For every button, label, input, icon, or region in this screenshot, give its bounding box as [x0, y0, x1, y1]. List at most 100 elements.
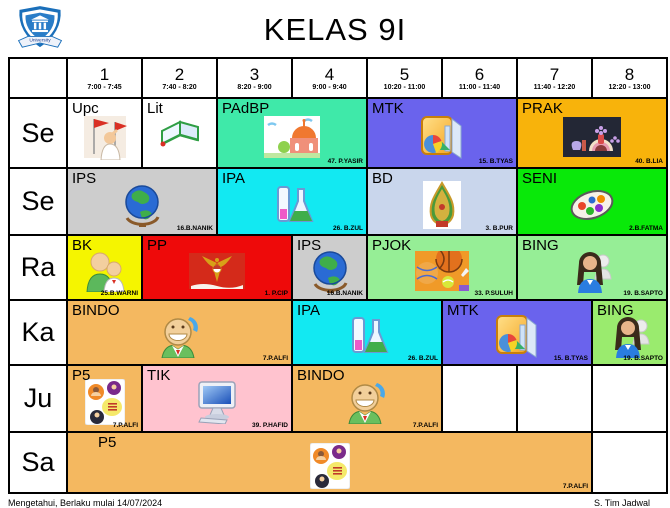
teacher-code: 26. B.ZUL	[408, 355, 438, 362]
schedule-cell-mtk: MTK 15. B.TYAS	[443, 301, 591, 364]
period-time: 12:20 - 13:00	[608, 84, 651, 91]
period-time: 8:20 - 9:00	[237, 84, 272, 91]
period-number: 7	[549, 65, 560, 84]
schedule-cell-p5: P5 7.P.ALFI	[68, 366, 141, 431]
schedule-cell-seni: SENI 2.B.FATMA	[518, 169, 666, 234]
day-label-friday: Ju	[10, 366, 66, 431]
subject-label: IPA	[222, 170, 246, 187]
p5-logo-icon	[84, 372, 125, 425]
craft-photo-icon	[563, 110, 621, 157]
subject-label: TIK	[147, 367, 171, 384]
period-header-6: 6 11:00 - 11:40	[443, 59, 516, 97]
palette-icon	[568, 177, 616, 226]
subject-label: IPS	[72, 170, 97, 187]
period-header-1: 1 7:00 - 7:45	[68, 59, 141, 97]
teacher-code: 47. P.YASIR	[327, 158, 363, 165]
empty-cell	[518, 366, 591, 431]
english-speaker-icon	[608, 307, 652, 358]
period-number: 2	[174, 65, 185, 84]
math-chart-icon	[494, 306, 540, 359]
school-logo: University	[12, 4, 68, 58]
subject-label: IPA	[297, 302, 321, 319]
subject-label: P5	[98, 434, 117, 451]
teacher-code: 39. P.HAFID	[251, 422, 288, 429]
day-label-monday: Se	[10, 99, 66, 167]
teacher-code: 16.B.NANIK	[176, 225, 213, 232]
schedule-cell-lit: Lit	[143, 99, 216, 167]
period-number: 5	[399, 65, 410, 84]
period-number: 6	[474, 65, 485, 84]
period-time: 11:00 - 11:40	[458, 84, 501, 91]
period-time: 7:40 - 8:20	[162, 84, 197, 91]
period-time: 11:40 - 12:20	[533, 84, 576, 91]
schedule-cell-ips: IPS 16.B.NANIK	[68, 169, 216, 234]
day-label-thursday: Ka	[10, 301, 66, 364]
period-header-7: 7 11:40 - 12:20	[518, 59, 591, 97]
subject-label: PRAK	[522, 100, 563, 117]
period-header-2: 2 7:40 - 8:20	[143, 59, 216, 97]
schedule-cell-p5: P5 7.P.ALFI	[68, 433, 591, 492]
schedule-cell-upc: Upc	[68, 99, 141, 167]
counseling-icon	[83, 243, 127, 292]
period-header-5: 5 10:20 - 11:00	[368, 59, 441, 97]
subject-label: BD	[372, 170, 393, 187]
schedule-cell-bd: BD 3. B.PUR	[368, 169, 516, 234]
subject-label: BK	[72, 237, 93, 254]
math-chart-icon	[419, 107, 465, 160]
empty-cell	[593, 366, 666, 431]
subject-label: Upc	[72, 100, 99, 117]
subject-label: IPS	[297, 237, 322, 254]
subject-label: BINDO	[297, 367, 345, 384]
period-number: 1	[99, 65, 110, 84]
schedule-cell-bindo: BINDO 7.P.ALFI	[68, 301, 291, 364]
period-time: 9:00 - 9:40	[312, 84, 347, 91]
subject-label: BING	[522, 237, 559, 254]
teacher-code: 19. B.SAPTO	[623, 290, 663, 297]
p5-logo-icon	[309, 436, 350, 489]
schedule-cell-bing: BING 19. B.SAPTO	[593, 301, 666, 364]
period-number: 8	[624, 65, 635, 84]
teacher-code: 15. B.TYAS	[478, 158, 513, 165]
teacher-code: 33. P.SULUH	[474, 290, 513, 297]
schedule-cell-tik: TIK 39. P.HAFID	[143, 366, 291, 431]
subject-label: PAdBP	[222, 100, 270, 117]
teacher-code: 19. B.SAPTO	[623, 355, 663, 362]
subject-label: MTK	[447, 302, 479, 319]
subject-label: MTK	[372, 100, 404, 117]
teacher-code: 16.B.NANIK	[326, 290, 363, 297]
period-header-3: 3 8:20 - 9:00	[218, 59, 291, 97]
schedule-cell-bindo: BINDO 7.P.ALFI	[293, 366, 441, 431]
schedule-cell-pjok: PJOK 33. P.SULUH	[368, 236, 516, 299]
period-time: 7:00 - 7:45	[87, 84, 122, 91]
globe-icon	[120, 175, 164, 228]
period-time: 10:20 - 11:00	[383, 84, 426, 91]
subject-label: PP	[147, 237, 168, 254]
flag-ceremony-icon	[82, 107, 128, 160]
university-crest-icon: University	[17, 6, 63, 48]
day-label-tuesday: Se	[10, 169, 66, 234]
sports-balls-icon	[415, 244, 469, 291]
schedule-cell-prak: PRAK 40. B.LIA	[518, 99, 666, 167]
subject-label: PJOK	[372, 237, 412, 254]
period-number: 3	[249, 65, 260, 84]
footer-signature: S. Tim Jadwal	[593, 498, 650, 508]
subject-label: P5	[72, 367, 91, 384]
teacher-code: 2.B.FATMA	[629, 225, 663, 232]
wayang-icon	[423, 174, 461, 229]
science-flasks-icon	[268, 176, 316, 227]
day-label-saturday: Sa	[10, 433, 66, 492]
computer-icon	[193, 373, 241, 424]
teacher-code: 7.P.ALFI	[562, 483, 588, 490]
logo-banner-text: University	[29, 38, 51, 44]
teacher-code: 7.P.ALFI	[262, 355, 288, 362]
subject-label: SENI	[522, 170, 558, 187]
teacher-code: 3. B.PUR	[485, 225, 513, 232]
teacher-code: 7.P.ALFI	[412, 422, 438, 429]
empty-cell	[443, 366, 516, 431]
speaking-person-icon	[156, 307, 204, 358]
english-speaker-icon	[570, 242, 614, 293]
subject-label: BING	[597, 302, 634, 319]
mosque-icon	[264, 109, 320, 158]
science-flasks-icon	[343, 307, 391, 358]
schedule-cell-bing: BING 19. B.SAPTO	[518, 236, 666, 299]
